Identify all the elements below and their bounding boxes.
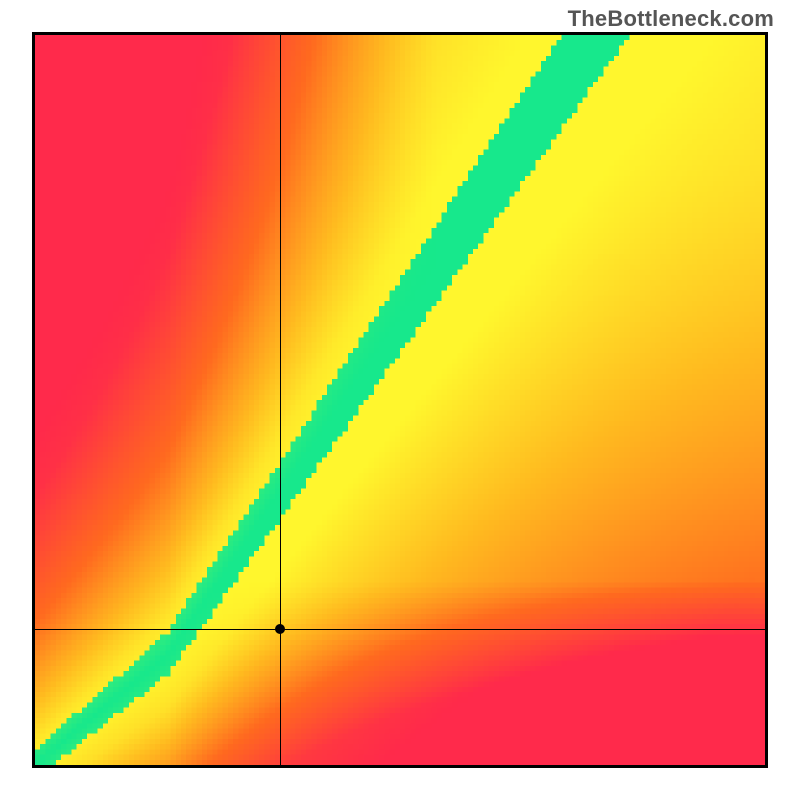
crosshair-horizontal — [35, 629, 765, 630]
watermark-text: TheBottleneck.com — [568, 6, 774, 32]
crosshair-vertical — [280, 35, 281, 765]
heatmap-plot — [35, 35, 765, 765]
heatmap-canvas — [35, 35, 765, 765]
chart-frame — [32, 32, 768, 768]
marker-dot — [275, 624, 285, 634]
